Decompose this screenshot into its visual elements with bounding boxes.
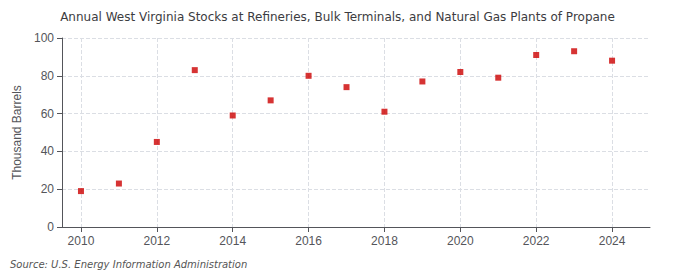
svg-text:2022: 2022	[523, 234, 550, 248]
svg-text:100: 100	[34, 31, 54, 45]
svg-text:40: 40	[41, 144, 55, 158]
svg-text:0: 0	[47, 220, 54, 234]
svg-text:2012: 2012	[143, 234, 170, 248]
svg-text:2020: 2020	[447, 234, 474, 248]
svg-text:60: 60	[41, 107, 55, 121]
svg-text:Thousand Barrels: Thousand Barrels	[10, 85, 24, 180]
svg-text:Annual West Virginia Stocks at: Annual West Virginia Stocks at Refinerie…	[60, 10, 615, 24]
svg-text:2014: 2014	[219, 234, 246, 248]
svg-text:2010: 2010	[68, 234, 95, 248]
svg-text:Source: U.S. Energy Informatio: Source: U.S. Energy Information Administ…	[10, 259, 247, 270]
svg-text:2016: 2016	[295, 234, 322, 248]
svg-text:80: 80	[41, 69, 55, 83]
svg-text:2024: 2024	[599, 234, 626, 248]
svg-text:20: 20	[41, 182, 55, 196]
svg-text:2018: 2018	[371, 234, 398, 248]
